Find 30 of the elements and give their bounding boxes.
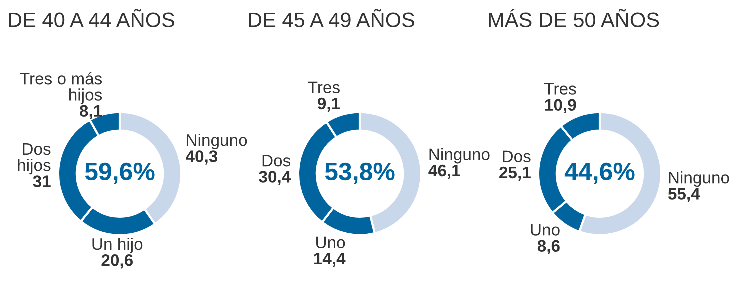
slice-label: Tres [308, 82, 340, 94]
slice-label: Un hijo [92, 238, 143, 254]
slice-label: Uno [531, 224, 560, 236]
data-label: 25,1 [500, 166, 531, 182]
slice-label: Ninguno [430, 148, 490, 164]
slice-label: Ninguno [187, 134, 248, 150]
data-label: 8,1 [80, 105, 102, 120]
text: 59,6% [85, 162, 155, 184]
chart-title: DE 45 A 49 AÑOS [249, 9, 414, 28]
data-label: 46,1 [428, 164, 460, 180]
data-label: 8,6 [538, 240, 560, 254]
slice-label: Uno [316, 236, 346, 249]
slice-label: Dos [262, 155, 291, 167]
text: 44,6% [564, 162, 635, 184]
slice-label: Dos [503, 150, 531, 162]
slice-label: Dos hijos [18, 144, 51, 175]
data-label: 14,4 [314, 253, 346, 268]
slice-label: Ninguno [669, 172, 730, 188]
data-label: 20,6 [102, 254, 134, 269]
slice-label: Tres [544, 83, 576, 95]
slice-label: Tres o más hijos [20, 72, 102, 104]
data-label: 30,4 [259, 171, 292, 186]
data-label: 31 [33, 176, 51, 188]
data-label: 9,1 [318, 98, 340, 112]
data-label: 10,9 [545, 99, 576, 114]
text: 53,8% [325, 162, 395, 184]
data-label: 40,3 [186, 150, 218, 165]
chart-title: DE 40 A 44 AÑOS [9, 9, 174, 28]
data-label: 55,4 [668, 188, 700, 202]
chart-title: MÁS DE 50 AÑOS [489, 9, 660, 28]
